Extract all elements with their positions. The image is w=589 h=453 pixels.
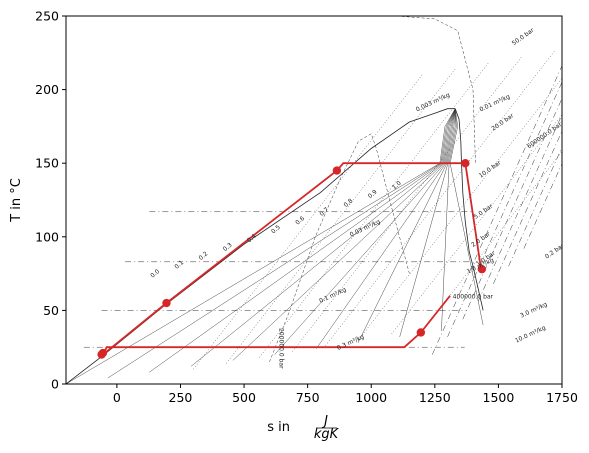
quality-label: 0.0	[149, 268, 161, 280]
isobar-line	[477, 114, 562, 302]
svg-text:s in: s in	[267, 420, 290, 435]
isobar-line	[523, 163, 562, 249]
pressure-label: 400000.0 bar	[453, 294, 494, 301]
quality-isoline	[232, 108, 456, 361]
pressure-label: 20.0 bar	[490, 112, 515, 133]
x-axis: 0 250 500 750 1000 1250 1500 1750	[113, 384, 578, 405]
y-tick-label: 150	[35, 156, 59, 171]
saturated-liquid-line	[66, 108, 456, 384]
quality-isoline	[66, 108, 456, 384]
density-isoline	[396, 16, 476, 164]
state-point	[477, 264, 487, 274]
quality-isoline	[149, 108, 456, 373]
quality-label: 0.5	[270, 224, 282, 236]
process-cycle	[97, 159, 487, 359]
quality-label: 0.2	[198, 250, 210, 262]
density-label: 0.3 m³/kg	[336, 333, 365, 352]
density-label: 3.0 m³/kg	[519, 301, 548, 320]
saturation-dome	[66, 108, 484, 384]
density-label: 0.03 m³/kg	[349, 218, 382, 238]
x-tick-label: 750	[296, 390, 320, 405]
quality-isoline	[357, 108, 456, 343]
density-isoline	[269, 133, 410, 362]
y-tick-label: 0	[51, 377, 59, 392]
isobar-line	[508, 146, 562, 267]
state-point	[461, 159, 470, 168]
isoline-labels: 0.0 0.1 0.2 0.3 0.4 0.5 0.6 0.7 0.8 0.9 1.0 50.0 ba…	[149, 27, 566, 370]
isochore-line	[259, 62, 489, 358]
state-point	[162, 298, 171, 308]
plot-frame	[65, 15, 563, 385]
density-label: 10.0 m³/kg	[514, 324, 547, 344]
process-line	[102, 162, 482, 356]
svg-text:J: J	[321, 414, 328, 429]
pressure-label: 200000.0 bar	[278, 328, 285, 369]
quality-label: 0.7	[318, 206, 330, 218]
quality-isoline	[316, 108, 456, 349]
pressure-label: 0.2 bar	[544, 242, 566, 260]
isochore-line	[358, 77, 562, 340]
pressure-label: 5.0 bar	[473, 202, 495, 220]
isobar-line	[432, 65, 562, 355]
saturated-vapor-line	[454, 108, 484, 311]
x-tick-label: 250	[169, 390, 193, 405]
state-point	[416, 328, 426, 337]
pressure-label: 10.0 bar	[478, 159, 503, 180]
quality-isoline	[399, 108, 456, 337]
pressure-label: 50.0 bar	[511, 27, 536, 48]
quality-isoline	[107, 108, 456, 379]
x-tick-label: 0	[113, 390, 121, 405]
isobar-line	[462, 97, 562, 320]
y-axis-title: T in °C	[9, 178, 24, 223]
state-point	[332, 166, 342, 175]
quality-label: 0.6	[294, 215, 306, 227]
isolines-layer	[66, 16, 562, 384]
isochore-line	[226, 68, 456, 364]
svg-text:kgK: kgK	[314, 427, 340, 442]
y-tick-label: 100	[35, 229, 59, 244]
quality-label: 0.9	[367, 188, 379, 200]
isochore-line	[325, 51, 555, 346]
process-line	[102, 295, 451, 356]
density-label: 0.003 m³/kg	[415, 92, 451, 114]
y-tick-label: 50	[43, 303, 59, 318]
isochore-line	[292, 57, 522, 352]
x-tick-label: 1250	[419, 390, 451, 405]
quality-label: 0.3	[222, 241, 234, 253]
x-tick-label: 1750	[546, 390, 578, 405]
x-tick-label: 500	[232, 390, 256, 405]
x-tick-label: 1000	[355, 390, 387, 405]
isochore-line	[391, 114, 562, 335]
y-axis: 0 50 100 150 200 250	[35, 9, 66, 392]
quality-isoline	[274, 108, 456, 355]
x-tick-label: 1500	[483, 390, 515, 405]
density-label: 0.01 m³/kg	[478, 93, 511, 113]
quality-label: 0.4	[246, 233, 258, 245]
y-tick-label: 250	[35, 9, 59, 24]
quality-isoline	[449, 108, 484, 326]
quality-label: 0.8	[343, 197, 355, 209]
state-point	[98, 348, 108, 358]
isochore-line	[424, 151, 562, 329]
isochore-line	[192, 74, 423, 370]
isobar-line	[493, 130, 562, 285]
quality-label: 1.0	[391, 180, 403, 192]
y-tick-label: 200	[35, 82, 59, 97]
x-axis-title: s in J kgK	[267, 414, 339, 442]
quality-isoline	[441, 108, 457, 332]
isobar-line	[447, 81, 562, 337]
pressure-label: 600000.0 bar	[526, 121, 564, 150]
quality-isoline	[190, 108, 456, 367]
quality-label: 0.1	[173, 259, 185, 271]
